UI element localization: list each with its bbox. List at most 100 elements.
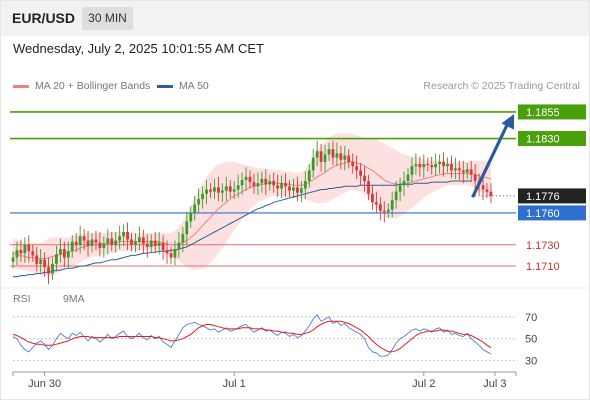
candle-body xyxy=(94,239,98,243)
pivot-badge-1.1760 xyxy=(518,205,586,221)
candle-body xyxy=(268,181,272,185)
candle-body xyxy=(331,149,335,158)
rsi-tick-label-50: 50 xyxy=(525,334,537,346)
candle-body xyxy=(86,240,90,246)
timestamp: Wednesday, July 2, 2025 10:01:55 AM CET xyxy=(13,41,264,56)
candle-body xyxy=(11,257,15,262)
candle-body xyxy=(485,189,489,192)
candle-body xyxy=(307,170,311,182)
candle-body xyxy=(90,239,94,246)
resistance-label-1.1830: 1.1830 xyxy=(526,134,560,146)
forecast-arrow-shaft xyxy=(471,121,510,198)
candle-body xyxy=(252,182,256,187)
candle-body xyxy=(161,242,165,251)
timeframe-button[interactable]: 30 MIN xyxy=(82,7,133,30)
candle-body xyxy=(70,241,74,252)
candle-body xyxy=(299,188,303,193)
candle-body xyxy=(114,240,118,245)
candle-body xyxy=(35,255,39,264)
rsi-series-rsi xyxy=(12,313,492,357)
candle-body xyxy=(438,161,441,165)
rsi-label: RSI xyxy=(13,293,31,305)
candle-body xyxy=(473,174,477,182)
candle-body xyxy=(248,176,252,183)
candle-body xyxy=(296,187,299,193)
candle-body xyxy=(406,174,410,182)
candle-body xyxy=(339,153,343,160)
candle-body xyxy=(454,168,457,171)
candle-body xyxy=(15,250,19,258)
candle-body xyxy=(363,175,366,182)
credit-text: Research © 2025 Trading Central xyxy=(423,80,580,92)
candle-body xyxy=(398,185,402,192)
header-bar: EUR/USD 30 MIN xyxy=(0,0,590,36)
candle-body xyxy=(134,241,137,245)
candle-body xyxy=(481,185,485,190)
ma20-swatch xyxy=(13,84,29,88)
candle-body xyxy=(126,232,129,240)
rsi-tick-label-30: 30 xyxy=(525,356,537,368)
candle-body xyxy=(78,236,82,245)
candle-body xyxy=(335,153,339,158)
ma9-label: 9MA xyxy=(63,293,85,305)
last-price-label: 1.1776 xyxy=(526,191,560,203)
candle-body xyxy=(165,250,169,254)
legend-ma50: MA 50 xyxy=(157,80,209,92)
candle-body xyxy=(288,186,291,191)
candle-body xyxy=(66,251,70,258)
candle-body xyxy=(410,166,414,175)
candle-body xyxy=(390,200,394,210)
candle-body xyxy=(236,185,240,190)
candle-body xyxy=(47,267,50,274)
candle-body xyxy=(209,189,212,192)
resistance-badge-1.1855 xyxy=(518,104,586,120)
candle-body xyxy=(39,259,43,264)
candle-body xyxy=(394,191,398,201)
candle-body xyxy=(153,240,157,246)
candle-body xyxy=(232,189,236,192)
legend-ma20: MA 20 + Bollinger Bands xyxy=(13,80,150,92)
candle-body xyxy=(23,244,27,254)
legend-rsi: RSI xyxy=(13,293,31,305)
candle-body xyxy=(359,170,362,176)
candle-body xyxy=(55,254,58,264)
candle-body xyxy=(213,187,216,192)
candle-body xyxy=(319,151,323,162)
candle-body xyxy=(149,240,153,247)
candle-body xyxy=(264,178,268,185)
resistance-label-1.1855: 1.1855 xyxy=(526,107,560,119)
candle-body xyxy=(461,170,465,173)
candle-body xyxy=(371,193,374,203)
candle-body xyxy=(465,169,469,173)
candle-body xyxy=(193,204,197,213)
candle-body xyxy=(378,204,382,211)
candle-body xyxy=(224,186,228,191)
candle-body xyxy=(311,157,315,171)
candle-body xyxy=(185,221,189,235)
ma20-label: MA 20 + Bollinger Bands xyxy=(35,80,151,92)
candle-body xyxy=(43,259,46,268)
last-price-badge xyxy=(518,188,586,204)
candle-body xyxy=(327,149,331,155)
candle-body xyxy=(228,186,232,192)
candle-body xyxy=(450,164,453,171)
ma50-line xyxy=(13,180,472,278)
candles-group xyxy=(11,140,493,285)
candle-body xyxy=(303,181,307,189)
candle-body xyxy=(434,164,438,168)
ma50-swatch xyxy=(157,84,173,88)
candle-body xyxy=(201,193,204,200)
candle-body xyxy=(260,178,264,184)
candle-body xyxy=(489,191,493,196)
candle-body xyxy=(106,238,110,244)
bollinger-band xyxy=(13,133,491,277)
candle-body xyxy=(181,234,185,243)
x-tick-label: Jul 2 xyxy=(412,378,435,390)
candle-body xyxy=(157,242,161,246)
candle-body xyxy=(59,249,62,255)
candle-body xyxy=(469,169,473,175)
legend-9ma: 9MA xyxy=(63,293,85,305)
candle-body xyxy=(82,236,86,241)
candle-body xyxy=(292,187,295,191)
